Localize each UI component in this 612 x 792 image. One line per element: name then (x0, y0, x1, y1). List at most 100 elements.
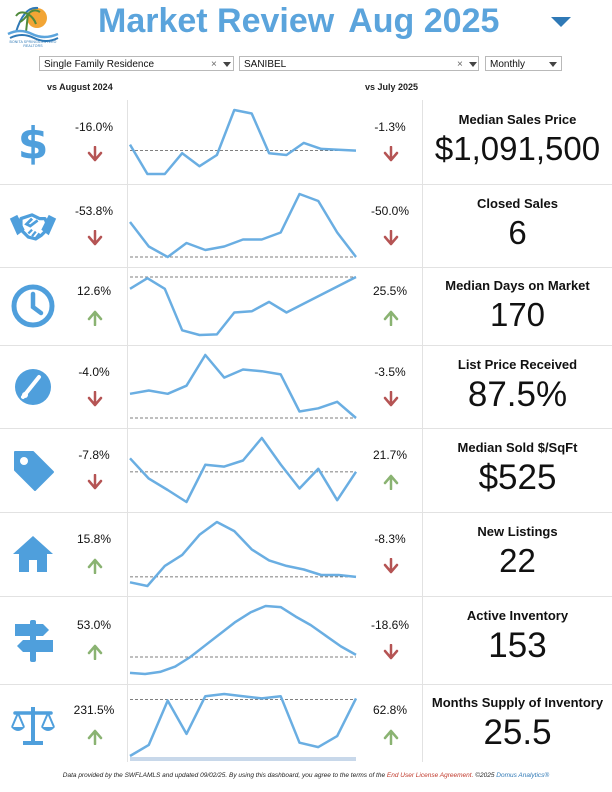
title-report-period: Aug 2025 (348, 2, 500, 40)
sparkline-series-line (129, 520, 357, 588)
period-value: Monthly (490, 59, 526, 70)
metric-label: Median Sold $/SqFt (457, 440, 578, 455)
footer: Data provided by the SWFLAMLS and update… (0, 772, 612, 779)
metric-label: List Price Received (457, 357, 578, 372)
arrow-up-icon (383, 474, 399, 491)
dollar-icon: $ (8, 118, 58, 169)
arrow-down-icon (87, 390, 103, 407)
arrow-down-icon (383, 145, 399, 162)
mom-change: -3.5% (374, 365, 406, 379)
mom-change: 25.5% (372, 284, 408, 298)
svg-text:$: $ (18, 118, 49, 166)
arrow-down-icon (87, 145, 103, 162)
row-divider (0, 596, 612, 597)
metric-label: Median Days on Market (445, 278, 590, 293)
footer-disclaimer: Data provided by the SWFLAMLS and update… (62, 772, 387, 779)
row-divider (0, 428, 612, 429)
trend-sparkline[interactable] (128, 432, 358, 508)
arrow-down-icon (383, 390, 399, 407)
yoy-change: 12.6% (76, 284, 112, 298)
yoy-change: 53.0% (76, 618, 112, 632)
trend-sparkline[interactable] (128, 271, 358, 341)
metric-label: Active Inventory (466, 608, 569, 623)
arrow-up-icon (383, 310, 399, 327)
signpost-icon (8, 616, 58, 664)
sparkline-series-line (129, 436, 358, 504)
arrow-up-icon (87, 729, 103, 746)
period-menu-caret-icon[interactable] (551, 17, 571, 27)
metric-row: 231.5% 62.8% Months Supply of Inventory 25.… (0, 684, 612, 766)
metric-label: Median Sales Price (458, 112, 577, 127)
arrow-up-icon (383, 729, 399, 746)
metric-row: -7.8% 21.7% Median Sold $/SqFt $525 (0, 428, 612, 512)
mom-change: -18.6% (370, 618, 410, 632)
header: BONITA SPRINGS-ESTERO REALTORS Market Re… (0, 0, 612, 50)
chevron-down-icon (223, 62, 231, 67)
eula-link[interactable]: End User License Agreement. (386, 772, 474, 779)
house-icon (8, 530, 58, 578)
row-divider (0, 684, 612, 685)
arrow-up-icon (87, 310, 103, 327)
divider (422, 100, 423, 762)
sparkline-series-line (129, 604, 357, 676)
metric-row: -53.8% -50.0% Closed Sales 6 (0, 184, 612, 267)
mom-column-header: vs July 2025 (365, 82, 419, 92)
footer-copyright: ©2025 (473, 772, 497, 779)
metric-label: Closed Sales (477, 196, 558, 211)
metric-value: 22 (499, 542, 536, 579)
row-divider (0, 512, 612, 513)
property-type-select[interactable]: Single Family Residence × (39, 56, 234, 71)
arrow-down-icon (383, 643, 399, 660)
row-divider (0, 345, 612, 346)
yoy-change: 15.8% (76, 532, 112, 546)
yoy-change: 231.5% (73, 703, 115, 717)
mom-change: -50.0% (370, 204, 410, 218)
mom-change: 21.7% (372, 448, 408, 462)
yoy-change: -53.8% (74, 204, 114, 218)
metric-value: 25.5 (483, 713, 552, 752)
metric-row: $ -16.0% -1.3% Median Sales Price $1,091,500 (0, 100, 612, 184)
price-tag-icon (8, 446, 58, 494)
trend-sparkline[interactable] (128, 188, 358, 263)
area-value: SANIBEL (244, 59, 287, 70)
mom-change: -1.3% (374, 120, 406, 134)
row-divider (0, 184, 612, 185)
sparkline-series-line (129, 353, 357, 419)
sparkline-series-line (129, 692, 358, 758)
metric-value: $525 (478, 458, 557, 497)
trend-sparkline[interactable] (128, 349, 358, 424)
arrow-up-icon (87, 644, 103, 661)
yoy-change: -16.0% (74, 120, 114, 134)
metric-row: -4.0% -3.5% List Price Received 87.5% (0, 345, 612, 428)
arrow-down-icon (87, 473, 103, 490)
metric-value: 170 (489, 296, 546, 333)
yoy-column-header: vs August 2024 (47, 82, 113, 92)
yoy-change: -7.8% (78, 448, 110, 462)
clock-icon (8, 282, 58, 330)
scale-icon (8, 701, 58, 749)
metric-row: 15.8% -8.3% New Listings 22 (0, 512, 612, 596)
area-select[interactable]: SANIBEL × (239, 56, 479, 71)
gauge-icon (8, 363, 58, 411)
trend-sparkline[interactable] (128, 600, 358, 680)
clear-property-type-icon[interactable]: × (211, 59, 217, 70)
yoy-change: -4.0% (78, 365, 110, 379)
metric-value: 153 (488, 626, 547, 665)
domus-analytics-link[interactable]: Domus Analytics® (496, 772, 550, 779)
handshake-icon (8, 202, 58, 250)
trend-sparkline[interactable] (128, 688, 358, 762)
metric-value: 6 (508, 214, 527, 251)
clear-area-icon[interactable]: × (457, 59, 463, 70)
trend-sparkline[interactable] (128, 104, 358, 180)
sparkline-baseline-bar (130, 757, 356, 761)
property-type-value: Single Family Residence (44, 59, 155, 70)
period-select[interactable]: Monthly (485, 56, 562, 71)
mom-change: -8.3% (374, 532, 406, 546)
sparkline-series-line (129, 192, 357, 259)
row-divider (0, 267, 612, 268)
trend-sparkline[interactable] (128, 516, 358, 592)
arrow-down-icon (383, 557, 399, 574)
chevron-down-icon (549, 62, 557, 67)
chevron-down-icon (469, 62, 477, 67)
title-report-name: Market Review (98, 2, 335, 40)
